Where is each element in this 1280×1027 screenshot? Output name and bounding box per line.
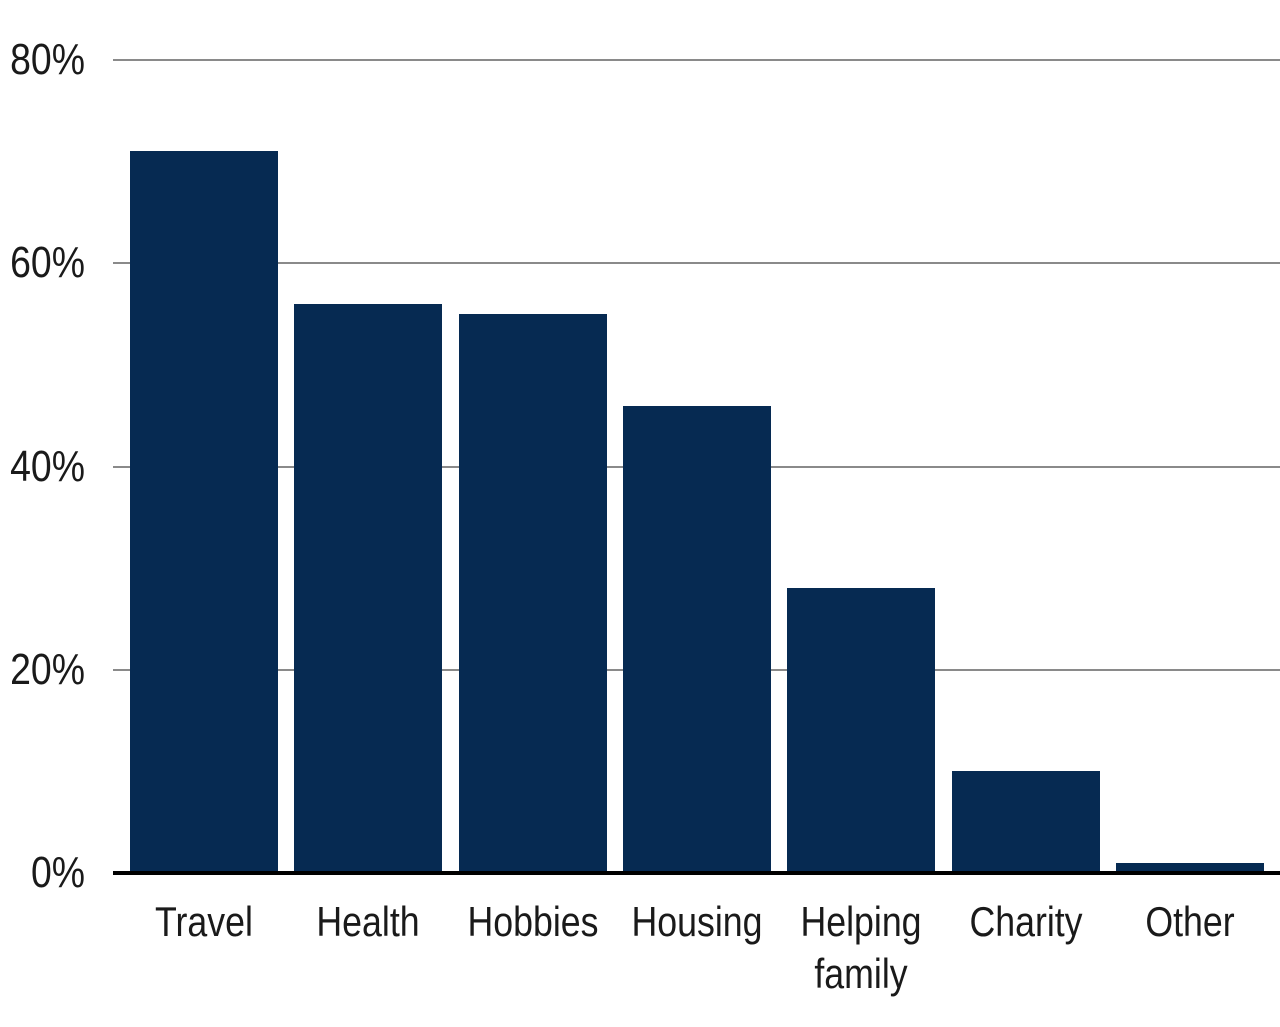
x-label-hobbies: Hobbies — [467, 898, 599, 945]
y-tick-label-60pct: 60% — [10, 238, 85, 288]
x-label-housing: Housing — [631, 898, 763, 945]
gridline-80pct — [113, 59, 1280, 61]
x-label-travel: Travel — [155, 898, 253, 945]
x-label-health: Health — [316, 898, 420, 945]
y-tick-label-0pct: 0% — [30, 848, 85, 897]
bar-travel — [130, 151, 278, 873]
bar-housing — [623, 405, 771, 873]
bar-hobbies — [459, 314, 607, 873]
gridline-60pct — [113, 262, 1280, 265]
x-label-charity: Charity — [969, 898, 1083, 945]
bar-charity — [952, 771, 1100, 873]
y-tick-label-20pct: 20% — [10, 644, 85, 694]
x-label-helping-family: Helping family — [800, 898, 922, 997]
bar-other — [1116, 862, 1264, 873]
x-label-other: Other — [1145, 898, 1235, 945]
y-tick-label-80pct: 80% — [10, 35, 85, 84]
bar-health — [294, 303, 442, 873]
x-axis-line — [113, 871, 1280, 875]
bar-helping-family — [787, 588, 935, 873]
y-tick-label-40pct: 40% — [10, 441, 85, 491]
